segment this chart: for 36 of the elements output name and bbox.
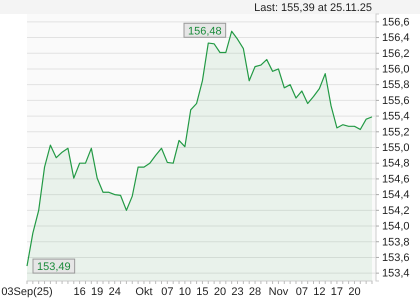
x-tick-label: 28 [248,286,262,298]
x-tick-label: 16 [74,286,86,298]
x-tick-label: 17 [330,286,344,298]
text: Last: 155,39 at 25.11.25 [254,2,372,14]
y-tick-label: 153,4 [382,268,410,280]
x-tick-label: 10 [178,286,192,298]
x-tick-label: 23 [231,286,244,298]
annotation: 153,49 [37,261,71,274]
x-tick-label: 19 [91,286,104,298]
y-tick-label: 154,6 [382,173,410,186]
y-tick-label: 153,8 [382,236,410,248]
x-tick-label: 24 [108,286,121,298]
y-tick-label: 153,6 [382,252,410,264]
y-tick-label: 156,0 [382,63,410,76]
y-tick-label: 155,8 [382,79,410,92]
x-tick-label: 03Sep(25) [1,286,53,298]
x-tick-label: 07 [161,286,174,298]
annotation: 156,48 [188,25,222,38]
y-tick-label: 154,4 [382,189,410,202]
y-tick-label: 155,4 [382,110,410,123]
x-tick-label: 12 [313,286,326,298]
y-tick-label: 154,2 [382,204,410,217]
y-tick-label: 156,6 [382,16,410,28]
y-tick-label: 155,6 [382,94,410,107]
y-tick-label: 154,8 [382,158,410,170]
x-tick-label: 07 [296,286,308,298]
y-tick-label: 155,2 [382,126,410,138]
x-tick-label: 20 [214,286,226,298]
x-tick-label: Okt [135,286,153,298]
x-tick-label: 15 [196,286,209,298]
y-tick-label: 155,0 [382,142,410,154]
y-tick-label: 156,4 [382,32,410,44]
y-tick-label: 154,0 [382,220,410,233]
y-tick-label: 156,2 [382,48,410,60]
x-tick-label: 20 [348,286,361,298]
x-tick-label: Nov [268,286,289,298]
